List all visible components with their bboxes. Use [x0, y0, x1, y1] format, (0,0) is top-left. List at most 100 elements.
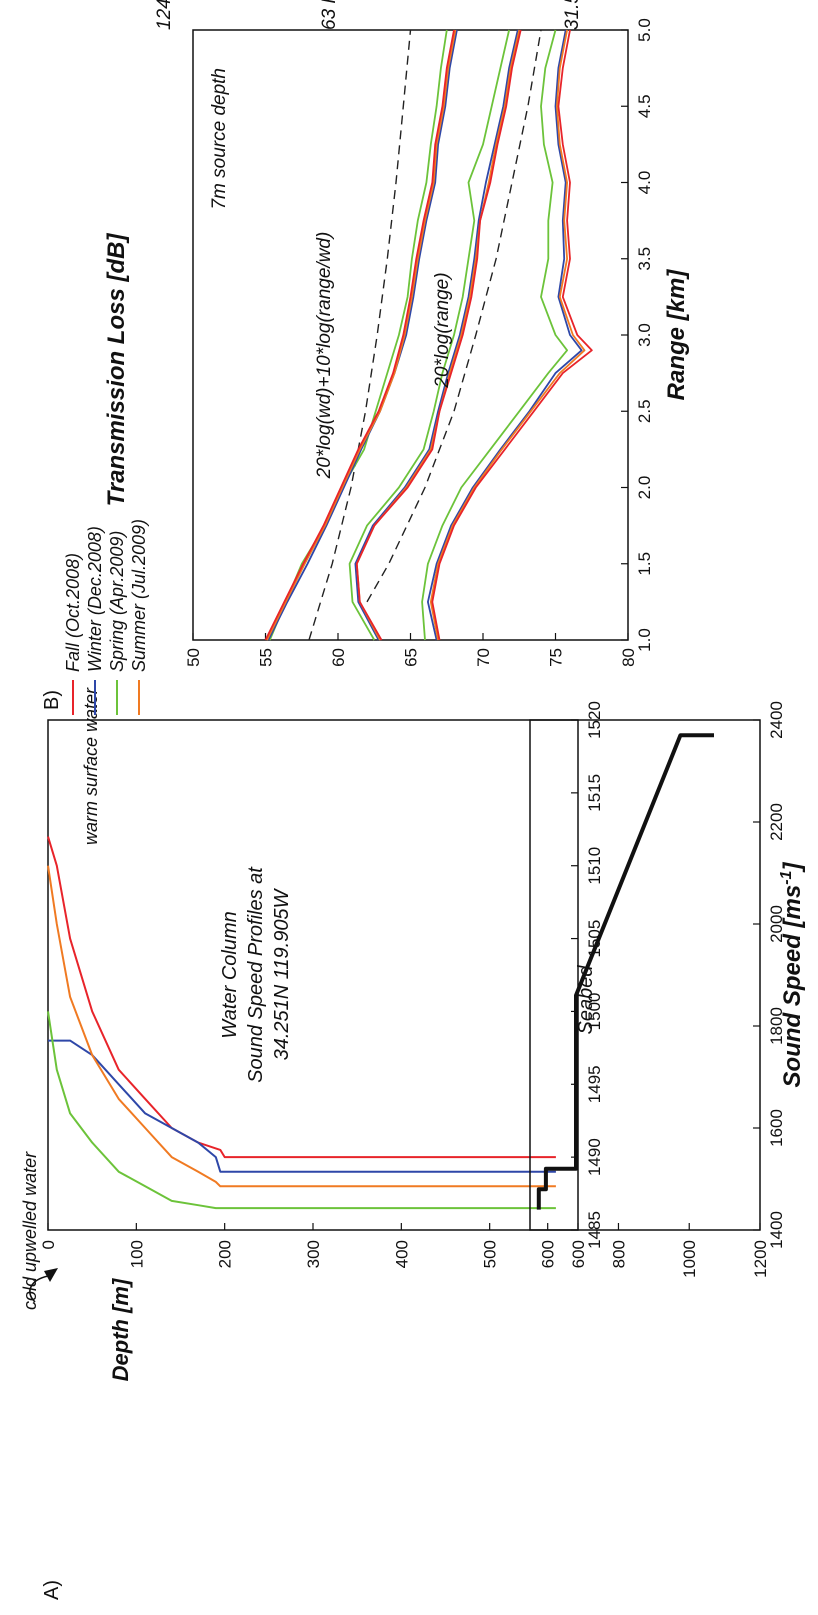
speed-tick-label: 1490	[585, 1138, 604, 1176]
cold-water-arrowhead-icon	[44, 1268, 58, 1282]
seabed-speed-tick-label-group: 1800	[767, 1007, 786, 1045]
depth-tick-label-group: 500	[481, 1240, 500, 1268]
range-tick-label: 4.5	[635, 94, 654, 118]
tl-lines	[264, 29, 593, 641]
panel-b-label-group: B)	[41, 690, 63, 710]
range-tick-label-group: 1.0	[635, 628, 654, 652]
legend-entry-summer: Summer (Jul.2009)	[129, 519, 149, 672]
seabed-speed-tick-label: 2200	[767, 803, 786, 841]
tl-tick-label: 50	[184, 648, 203, 667]
range-tick-label-group: 1.5	[635, 552, 654, 576]
speed-tick-label-group: 1515	[585, 774, 604, 812]
legend-label-spring: Spring (Apr.2009)	[107, 531, 127, 672]
ref-cylindrical-label: 20*log(wd)+10*log(range/wd)	[314, 232, 335, 480]
profile-line-winter	[48, 1039, 556, 1173]
tl-tick-label: 80	[619, 648, 638, 667]
seabed-lines	[536, 733, 714, 1210]
tl-line-band2-spring	[348, 29, 510, 641]
warm-water-label: warm surface water	[81, 687, 101, 845]
speed-tick-label-group: 1500	[585, 993, 604, 1031]
tl-tick-label: 70	[474, 648, 493, 667]
range-tick-label: 4.0	[635, 171, 654, 195]
seabed-depth-tick-label: 600	[539, 1240, 558, 1268]
tl-line-band2-fall	[355, 29, 522, 641]
legend-entry-winter: Winter (Dec.2008)	[85, 526, 105, 672]
cold-water-label: cold upwelled water	[20, 1151, 40, 1310]
profile-ticks: 0 100 200 300 400 500 600148514901495150015051…	[39, 701, 604, 1268]
tl-axis-label: Transmission Loss [dB]	[103, 233, 130, 507]
seabed-speed-tick-label-group: 2000	[767, 905, 786, 943]
speed-tick-label: 1500	[585, 993, 604, 1031]
tl-tick-label: 75	[547, 648, 566, 667]
seabed-plot-frame	[529, 719, 761, 1231]
panel-b-label: B)	[41, 690, 63, 710]
sound-speed-label-end: ]	[779, 862, 806, 874]
reference-curve-1	[308, 29, 412, 641]
range-tick-label-group: 3.5	[635, 247, 654, 271]
tl-tick-label: 55	[257, 648, 276, 667]
tl-tick-label-group: 55	[257, 648, 276, 667]
profile-line-fall	[47, 836, 556, 1159]
ref-spherical-label: 20*log(range)	[432, 272, 453, 388]
depth-tick-label: 0	[39, 1240, 58, 1249]
tl-line-band2-winter	[354, 29, 519, 641]
seabed-depth-tick-label: 800	[609, 1240, 628, 1268]
range-axis-label: Range [km]	[663, 269, 690, 401]
range-tick-label-group: 5.0	[635, 18, 654, 42]
legend: Fall (Oct.2008) Winter (Dec.2008) Spring (…	[63, 519, 149, 715]
range-tick-label-group: 2.0	[635, 476, 654, 500]
tl-tick-label-group: 60	[329, 648, 348, 667]
range-tick-label: 1.0	[635, 628, 654, 652]
profile-title-line-2: Sound Speed Profiles at	[245, 866, 267, 1083]
depth-tick-label: 200	[216, 1240, 235, 1268]
depth-tick-label: 300	[304, 1240, 323, 1268]
depth-tick-label: 500	[481, 1240, 500, 1268]
depth-tick-label: 400	[392, 1240, 411, 1268]
speed-tick-label-group: 1495	[585, 1065, 604, 1103]
depth-tick-label-group: 200	[216, 1240, 235, 1268]
seabed-profile-line	[536, 733, 714, 1210]
range-tick-label: 1.5	[635, 552, 654, 576]
band-124-label: 124 Hz octave band	[154, 0, 175, 30]
profile-title-line-1: Water Column	[219, 911, 241, 1038]
tl-line-band3-winter	[426, 29, 583, 641]
cold-water-arrow	[29, 1275, 49, 1303]
sound-speed-label-superscript: -1	[778, 870, 795, 884]
seabed-depth-tick-label-group: 1000	[680, 1240, 699, 1278]
speed-tick-label-group: 1510	[585, 847, 604, 885]
profile-title-line-3: 34.251N 119.905W	[271, 887, 293, 1060]
tl-line-band3-spring	[421, 29, 568, 641]
legend-label-fall: Fall (Oct.2008)	[63, 553, 83, 672]
band-124-label-group: 124 Hz octave band	[154, 0, 175, 30]
seabed-speed-tick-label: 1400	[767, 1211, 786, 1249]
depth-tick-label-group: 400	[392, 1240, 411, 1268]
range-tick-label: 5.0	[635, 18, 654, 42]
profile-title-group: Water Column Sound Speed Profiles at 34.…	[219, 866, 293, 1083]
depth-tick-label-group: 600	[569, 1240, 588, 1268]
speed-tick-label: 1515	[585, 774, 604, 812]
depth-label-group: Depth [m]	[108, 1278, 133, 1381]
legend-label-summer: Summer (Jul.2009)	[129, 519, 149, 672]
tl-tick-label-group: 80	[619, 648, 638, 667]
source-depth-label-group: 7m source depth	[209, 68, 230, 210]
legend-label-winter: Winter (Dec.2008)	[85, 526, 105, 672]
speed-tick-label-group: 1505	[585, 920, 604, 958]
tl-line-band3-summer	[429, 29, 586, 641]
seabed-depth-tick-label-group: 600	[539, 1240, 558, 1268]
seabed-label-group: Seabed	[575, 965, 597, 1035]
tl-tick-label-group: 50	[184, 648, 203, 667]
profile-plot-frame	[47, 719, 579, 1231]
range-tick-label-group: 3.0	[635, 323, 654, 347]
source-depth-label: 7m source depth	[209, 68, 230, 210]
seabed-speed-tick-label: 2400	[767, 701, 786, 739]
speed-tick-label: 1495	[585, 1065, 604, 1103]
seabed-depth-tick-label: 1200	[751, 1240, 770, 1278]
range-tick-label-group: 4.5	[635, 94, 654, 118]
speed-tick-label-group: 1490	[585, 1138, 604, 1176]
tl-tick-label-group: 70	[474, 648, 493, 667]
seabed-label: Seabed	[575, 965, 597, 1035]
tl-line-band1-fall	[264, 29, 455, 641]
depth-tick-label-group: 100	[127, 1240, 146, 1268]
tl-line-band1-summer	[266, 29, 457, 641]
cold-water-label-group: cold upwelled water	[20, 1151, 40, 1310]
